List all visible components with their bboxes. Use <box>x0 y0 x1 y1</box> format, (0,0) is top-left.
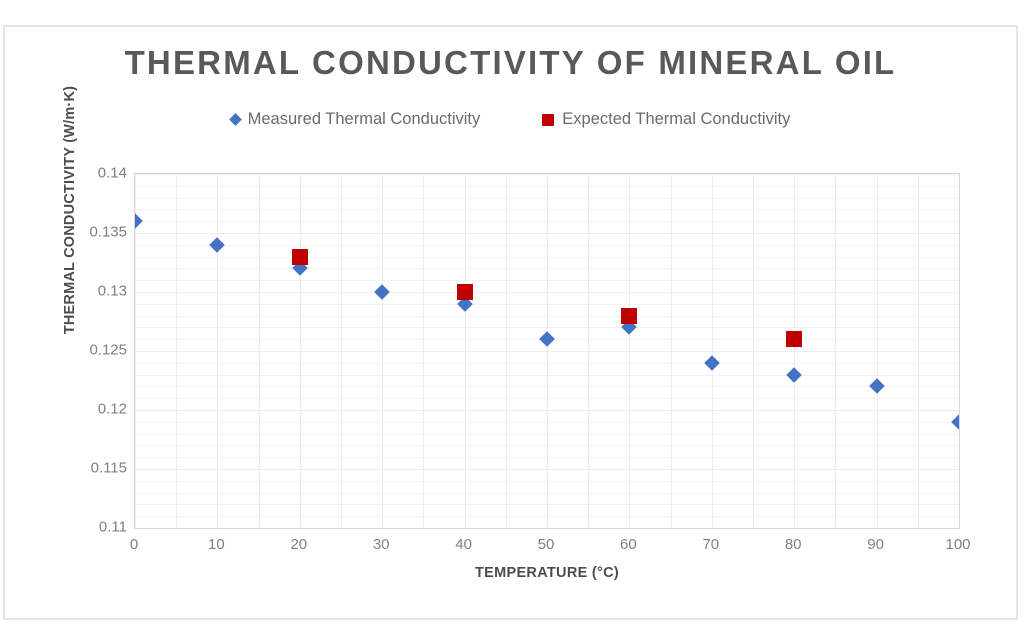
data-point-expected[interactable] <box>786 331 803 348</box>
y-axis-tick-label: 0.13 <box>97 282 127 300</box>
gridline-vertical <box>382 174 384 528</box>
data-point-measured[interactable] <box>951 414 959 430</box>
y-axis-tick-label: 0.11 <box>98 518 127 536</box>
data-point-expected[interactable] <box>621 307 638 324</box>
plot-area <box>134 173 960 529</box>
x-axis-tick-label: 70 <box>702 536 720 553</box>
gridline-vertical <box>547 174 548 528</box>
x-axis-tick-label: 80 <box>784 536 802 553</box>
gridline-vertical <box>588 174 590 528</box>
gridline-horizontal-major <box>135 528 959 529</box>
y-axis-tick-label: 0.115 <box>90 459 127 477</box>
x-axis-tick-labels: 0 10 20 30 40 50 60 70 80 90 100 <box>130 536 971 560</box>
x-axis-tick-label: 40 <box>455 536 472 553</box>
x-axis-tick-label: 60 <box>620 536 637 553</box>
legend-label-measured: Measured Thermal Conductivity <box>247 110 481 128</box>
gridline-vertical <box>670 174 672 528</box>
chart-title: THERMAL CONDUCTIVITY OF MINERAL OIL <box>124 44 897 81</box>
square-marker-icon <box>542 113 555 126</box>
data-point-measured[interactable] <box>704 355 720 371</box>
x-axis-tick-label: 100 <box>945 536 971 553</box>
y-axis-tick-labels: 0.11 0.115 0.12 0.125 0.13 0.135 0.14 <box>53 165 127 536</box>
data-point-measured[interactable] <box>539 331 555 347</box>
data-point-measured[interactable] <box>374 284 390 300</box>
gridline-vertical <box>753 174 754 528</box>
x-axis-tick-label: 20 <box>290 536 308 553</box>
x-axis-tick-label: 10 <box>208 536 225 553</box>
x-axis-tick-label: 0 <box>129 536 139 553</box>
gridline-vertical <box>917 174 919 528</box>
legend-entry-expected[interactable]: Expected Thermal Conductivity <box>542 110 790 129</box>
chart-legend: Measured Thermal Conductivity Expected T… <box>5 110 1016 129</box>
gridline-vertical <box>505 174 507 528</box>
data-point-expected[interactable] <box>456 284 473 300</box>
legend-entry-measured[interactable]: Measured Thermal Conductivity <box>228 110 481 129</box>
data-point-measured[interactable] <box>868 378 885 395</box>
diamond-marker-icon <box>228 113 242 126</box>
x-axis-title: TEMPERATURE (°C) <box>474 565 620 581</box>
gridline-vertical <box>135 174 136 528</box>
gridline-vertical <box>217 174 219 528</box>
gridline-vertical <box>258 174 260 528</box>
gridline-vertical <box>876 174 878 528</box>
gridline-vertical <box>176 174 178 528</box>
data-point-measured[interactable] <box>135 213 143 229</box>
x-axis-tick-label: 30 <box>372 536 390 553</box>
data-point-measured[interactable] <box>209 237 226 253</box>
x-axis-tick-label: 50 <box>537 536 555 553</box>
y-axis-tick-label: 0.12 <box>97 400 127 418</box>
gridline-vertical <box>423 174 425 528</box>
y-axis-tick-label: 0.125 <box>89 341 127 359</box>
data-point-measured[interactable] <box>786 366 802 383</box>
gridline-vertical <box>299 174 301 528</box>
gridline-vertical <box>464 174 466 528</box>
gridline-vertical <box>711 174 713 528</box>
gridline-vertical <box>959 174 960 528</box>
gridline-vertical <box>794 174 796 528</box>
chart-figure-frame: THERMAL CONDUCTIVITY OF MINERAL OIL Meas… <box>3 25 1018 620</box>
y-axis-tick-label: 0.135 <box>89 223 127 241</box>
y-axis-tick-label: 0.14 <box>97 164 127 182</box>
x-axis-tick-label: 90 <box>867 536 884 553</box>
data-point-expected[interactable] <box>291 248 308 265</box>
gridline-vertical <box>629 174 631 528</box>
gridline-vertical <box>341 174 342 528</box>
gridline-vertical <box>835 174 837 528</box>
legend-label-expected: Expected Thermal Conductivity <box>562 110 791 128</box>
